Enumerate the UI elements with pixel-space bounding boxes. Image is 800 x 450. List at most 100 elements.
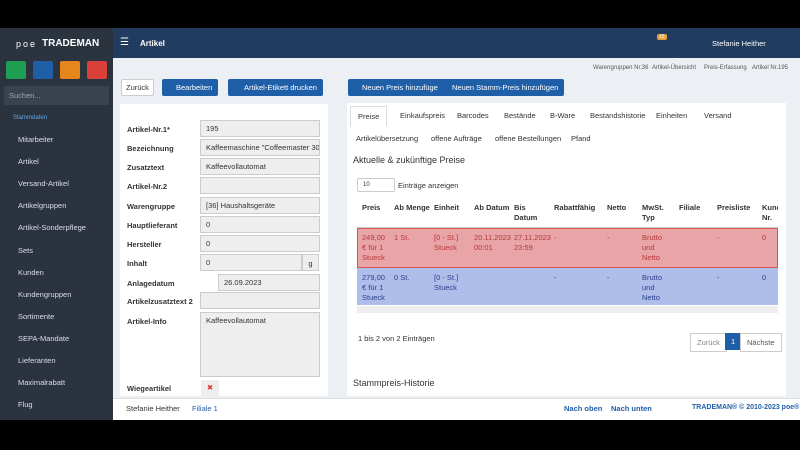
- field-input[interactable]: 0: [200, 235, 320, 252]
- sidebar-item[interactable]: Kunden: [18, 267, 44, 277]
- scroll-up-link[interactable]: Nach oben: [564, 404, 603, 413]
- sidebar-item[interactable]: Kundengruppen: [18, 289, 72, 299]
- sidebar-item[interactable]: Sortimente: [18, 311, 55, 321]
- user-name[interactable]: Stefanie Heither: [712, 39, 766, 48]
- breadcrumb-item[interactable]: Preis-Erfassung: [704, 65, 747, 71]
- quick-button[interactable]: [6, 61, 26, 79]
- tab[interactable]: Einkaufspreis: [400, 111, 446, 120]
- field-input[interactable]: 0: [200, 254, 302, 271]
- field-label: Anlagedatum: [127, 279, 175, 288]
- tab[interactable]: offene Bestellungen: [495, 134, 562, 143]
- table-cell: 20.11.2023 00:01: [474, 233, 511, 252]
- breadcrumb-item[interactable]: Artikel Nr.195: [752, 65, 789, 71]
- section-title: Aktuelle & zukünftige Preise: [353, 155, 466, 165]
- menu-icon: ☰: [120, 37, 129, 48]
- field-label: Zusatztext: [127, 163, 165, 172]
- sidebar-item[interactable]: Maximalrabatt: [18, 378, 66, 388]
- field-label: Hauptlieferant: [127, 221, 178, 230]
- sidebar-item[interactable]: Artikelgruppen: [18, 201, 67, 211]
- field-label: Inhalt: [127, 259, 147, 268]
- column-header[interactable]: Filiale: [679, 203, 701, 212]
- scrollbar: [357, 306, 778, 313]
- field-input[interactable]: 195: [200, 120, 320, 137]
- column-header[interactable]: Kunden Nr.: [762, 203, 778, 222]
- column-header[interactable]: Preis: [362, 203, 381, 212]
- copyright: TRADEMAN® © 2010-2023 poe®: [692, 404, 800, 411]
- sidebar-item[interactable]: Lieferanten: [18, 356, 56, 365]
- row-bg: [357, 268, 778, 305]
- page-button[interactable]: 1: [725, 333, 742, 350]
- checkbox-off: ✖: [201, 380, 219, 396]
- table-cell: -: [607, 273, 610, 282]
- print-button[interactable]: Artikel-Etikett drucken: [228, 79, 323, 96]
- footer-branch[interactable]: Filiale 1: [192, 404, 218, 413]
- quick-button[interactable]: [60, 61, 80, 79]
- field-label: Warengruppe: [127, 202, 176, 211]
- field-input[interactable]: [200, 177, 320, 194]
- top-bar: [113, 28, 800, 58]
- field-input[interactable]: [200, 292, 320, 309]
- table-info: 1 bis 2 von 2 Einträgen: [358, 334, 435, 343]
- breadcrumb-item[interactable]: Warengruppen Nr.36: [593, 65, 649, 71]
- table-cell: Brutto und Netto: [642, 273, 663, 302]
- table-cell: 279,00 € für 1 Stueck: [362, 273, 385, 302]
- tab[interactable]: offene Aufträge: [431, 134, 482, 143]
- table-cell: 0: [762, 273, 767, 282]
- field-input[interactable]: 26.09.2023: [218, 274, 320, 291]
- sidebar-item[interactable]: Mitarbeiter: [18, 135, 54, 144]
- breadcrumb-item[interactable]: Artikel-Übersicht: [652, 65, 697, 71]
- sidebar-item[interactable]: Versand-Artikel: [18, 179, 69, 189]
- scroll-down-link[interactable]: Nach unten: [611, 404, 652, 413]
- field-input[interactable]: Kaffeemaschine "Coffeemaster 3000: [200, 139, 320, 156]
- field-input[interactable]: [36] Haushaltsgeräte: [200, 197, 320, 214]
- notification-badge: 15: [657, 34, 667, 40]
- quick-button[interactable]: [87, 61, 107, 79]
- field-input[interactable]: Kaffeevollautomat: [200, 312, 320, 377]
- tab[interactable]: Einheiten: [656, 111, 688, 120]
- column-header[interactable]: Bis Datum: [514, 203, 538, 222]
- table-cell: 249,00 € für 1 Stueck: [362, 233, 385, 262]
- page-size-select[interactable]: 10: [357, 178, 395, 192]
- tab[interactable]: Bestände: [504, 111, 536, 120]
- field-label: Artikel-Info: [127, 317, 167, 326]
- tab[interactable]: Barcodes: [457, 111, 489, 120]
- column-header[interactable]: MwSt. Typ: [642, 203, 664, 222]
- column-header[interactable]: Ab Datum: [474, 203, 510, 212]
- next-button[interactable]: Nächste: [740, 333, 782, 352]
- table-cell: 0 St.: [394, 273, 410, 282]
- field-label: Artikel-Nr.1*: [127, 125, 170, 134]
- back-button[interactable]: Zurück: [121, 79, 154, 96]
- field-label: Bezeichnung: [127, 144, 174, 153]
- search-box[interactable]: Suchen...: [4, 86, 109, 105]
- column-header[interactable]: Netto: [607, 203, 627, 212]
- column-header[interactable]: Rabattfähig: [554, 203, 596, 212]
- tab[interactable]: Pfand: [571, 134, 591, 143]
- tab[interactable]: Bestandshistorie: [590, 111, 646, 120]
- sidebar-item[interactable]: Artikel: [18, 157, 39, 167]
- column-header[interactable]: Preisliste: [717, 203, 751, 212]
- tab[interactable]: Artikelübersetzung: [356, 134, 419, 143]
- tab[interactable]: Versand: [704, 111, 732, 120]
- prev-button[interactable]: Zurück: [690, 333, 727, 352]
- field-input[interactable]: Kaffeevollautomat: [200, 158, 320, 175]
- edit-button[interactable]: Bearbeiten: [162, 79, 219, 96]
- sidebar-section: Stammdaten: [13, 115, 48, 121]
- table-cell: [0 - St.] Stueck: [434, 233, 459, 252]
- sidebar-item[interactable]: Artikel-Sonderpflege: [18, 223, 86, 233]
- add-master-price-button[interactable]: Neuen Stamm-Preis hinzufügen: [438, 79, 565, 96]
- sidebar-item[interactable]: Flug: [18, 400, 33, 410]
- table-cell: -: [607, 233, 610, 242]
- column-header[interactable]: Einheit: [434, 203, 460, 212]
- field-input[interactable]: 0: [200, 216, 320, 233]
- add-price-button[interactable]: Neuen Preis hinzufügen: [348, 79, 449, 96]
- field-label: Artikelzusatztext 2: [127, 297, 193, 306]
- tab[interactable]: Preise: [350, 106, 388, 126]
- tab[interactable]: B-Ware: [550, 111, 576, 120]
- sidebar-item[interactable]: Sets: [18, 245, 34, 255]
- column-header[interactable]: Ab Menge: [394, 203, 430, 212]
- quick-button[interactable]: [33, 61, 53, 79]
- row-bg: [357, 228, 778, 268]
- footer-user: Stefanie Heither: [126, 404, 180, 413]
- sidebar-item[interactable]: SEPA-Mandate: [18, 333, 70, 343]
